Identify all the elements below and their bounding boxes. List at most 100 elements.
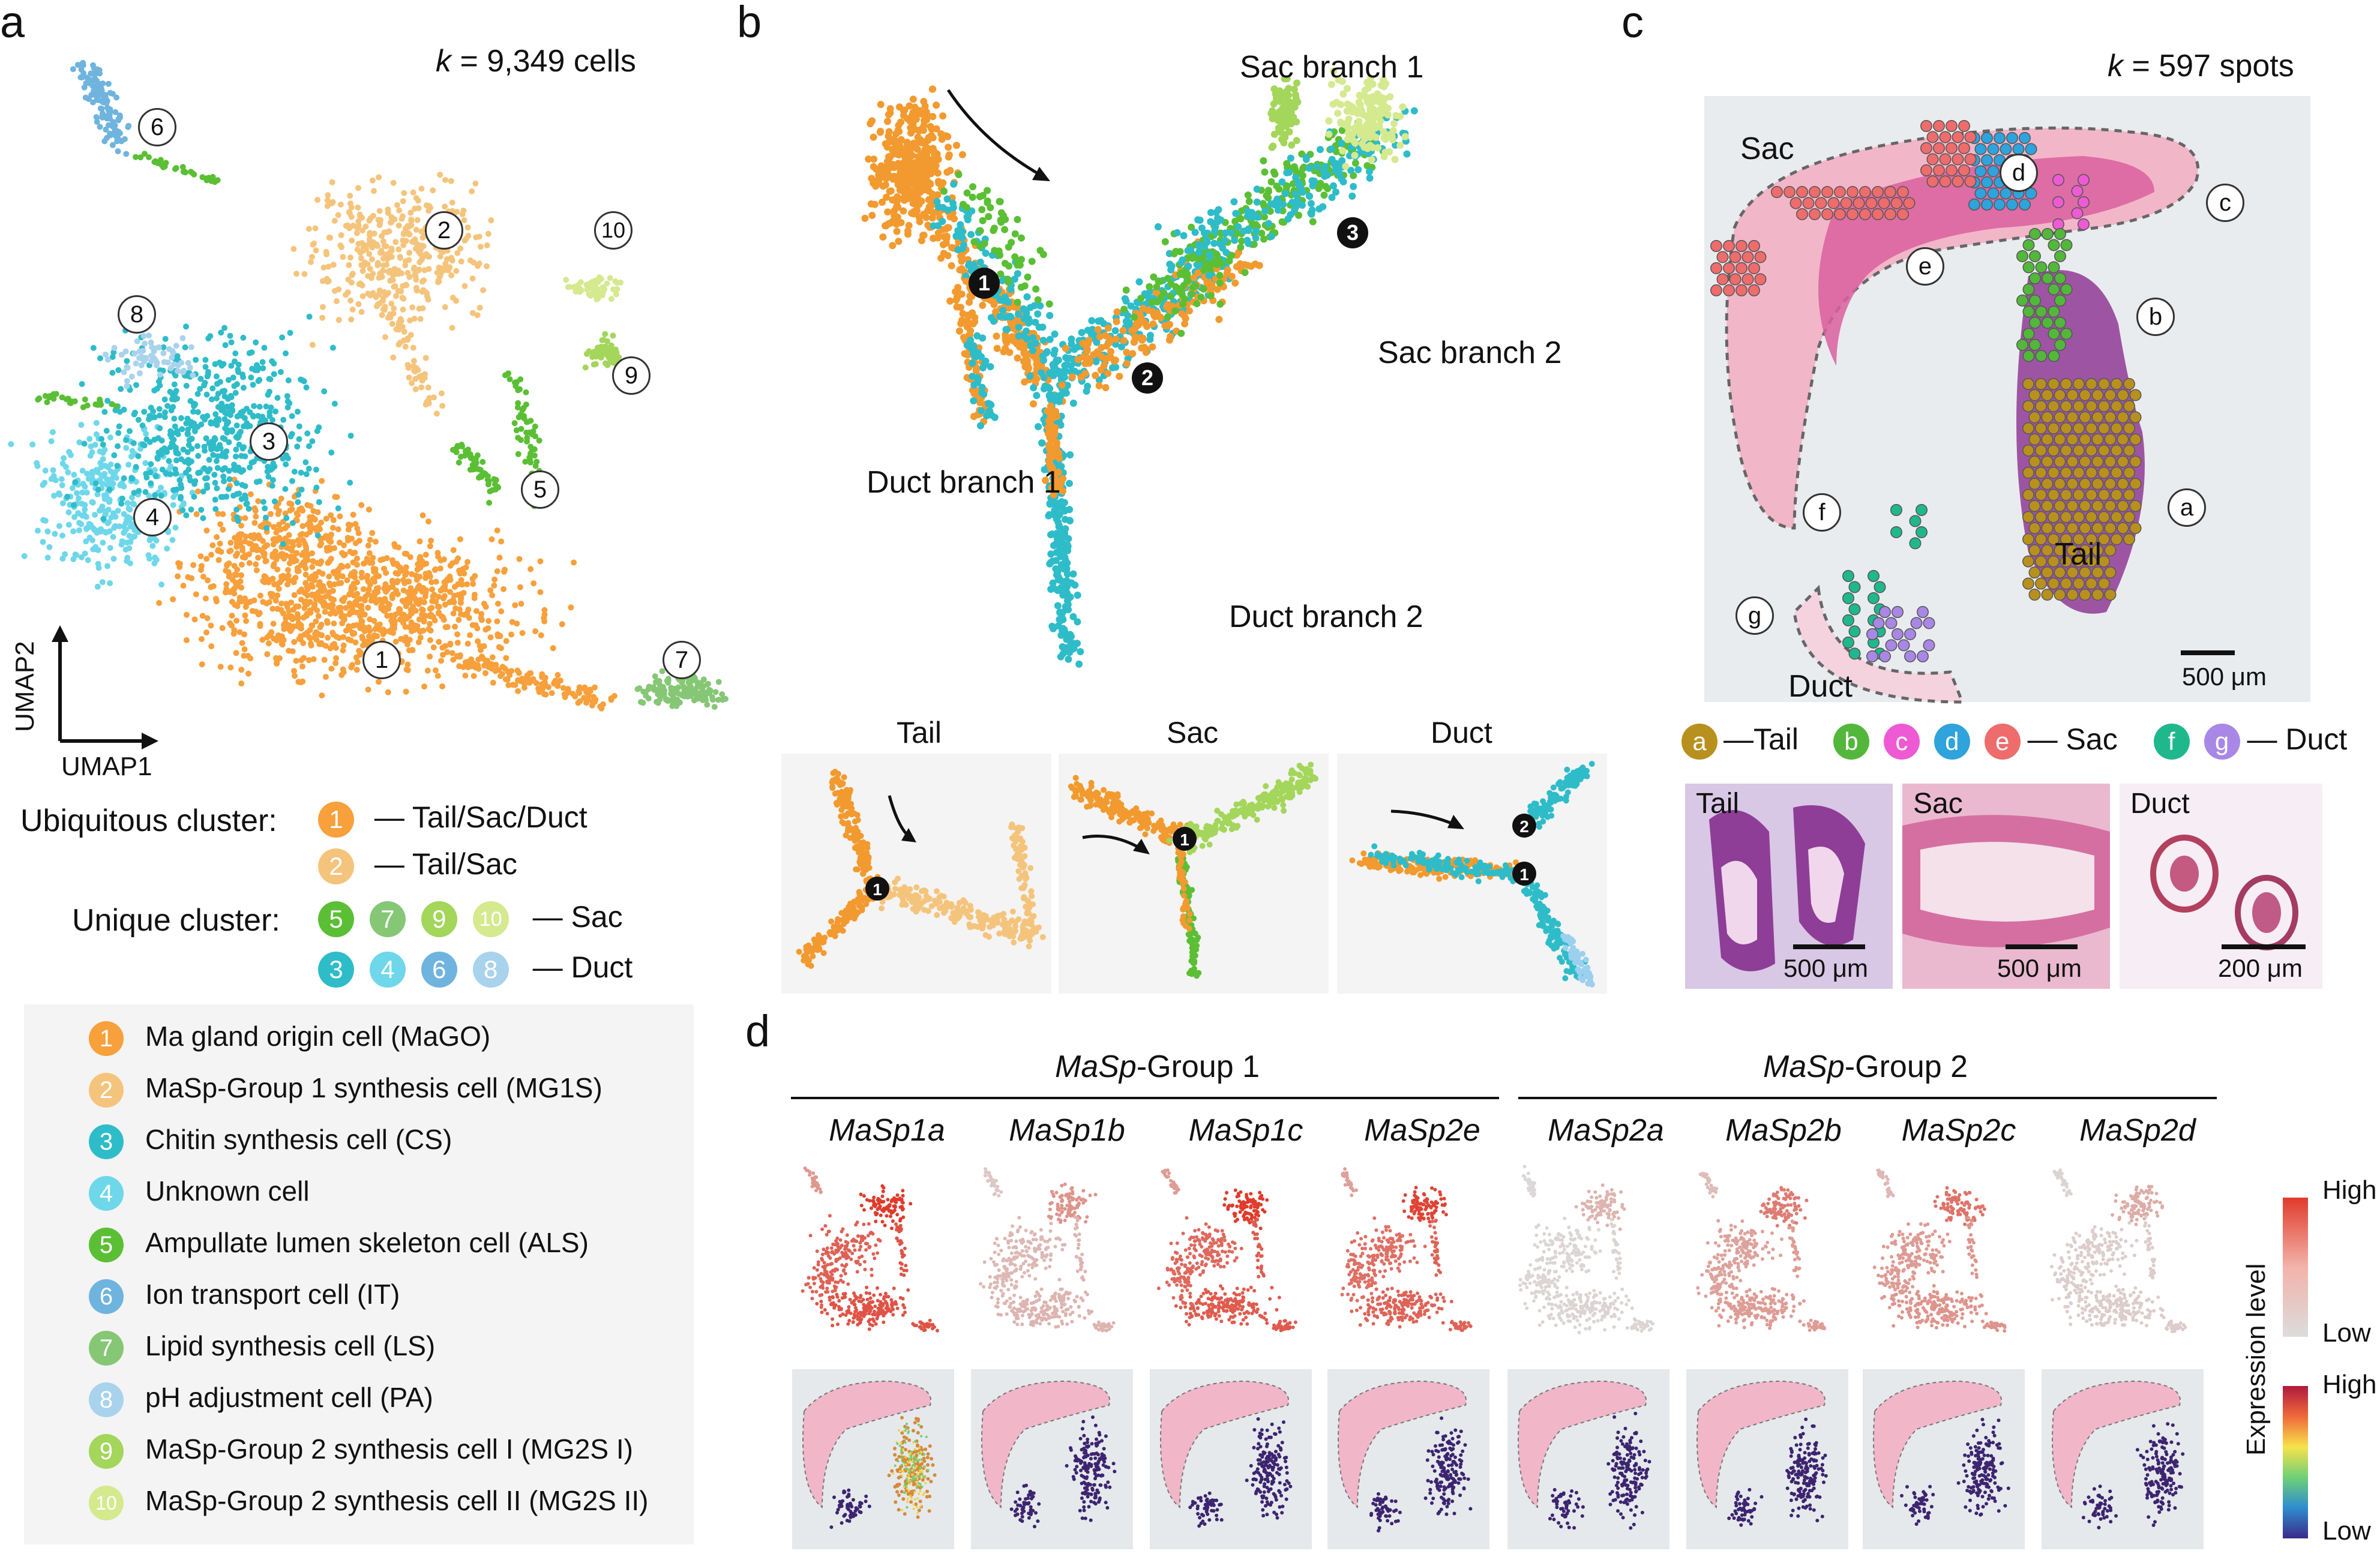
scatter-point	[346, 591, 353, 598]
scatter-point	[1253, 198, 1261, 206]
scatter-point	[608, 342, 615, 349]
cluster-label-6: 6	[138, 108, 176, 146]
scatter-point	[387, 314, 394, 321]
scatter-point	[277, 369, 284, 375]
scatter-point	[233, 480, 240, 487]
scatter-point	[63, 396, 70, 403]
scatter-point	[659, 668, 666, 674]
scatter-point	[664, 696, 670, 703]
scatter-point	[424, 290, 430, 296]
scatter-point	[340, 642, 347, 649]
scatter-point	[384, 229, 391, 235]
scatter-point	[1380, 128, 1387, 136]
scatter-point	[349, 550, 356, 557]
scatter-point	[110, 533, 116, 540]
scatter-point	[256, 478, 263, 485]
scatter-point	[1046, 335, 1054, 343]
scatter-point	[69, 485, 76, 491]
scatter-point	[261, 344, 268, 351]
scatter-point	[107, 434, 113, 441]
scatter-point	[720, 697, 726, 703]
scatter-point	[202, 364, 209, 370]
scatter-point	[374, 260, 381, 266]
scatter-point	[49, 429, 56, 436]
scatter-point	[634, 686, 641, 692]
scatter-point	[1281, 190, 1289, 197]
scatter-point	[286, 560, 293, 566]
scatter-point	[368, 598, 374, 604]
scatter-point	[481, 470, 487, 476]
scatter-point	[338, 562, 344, 569]
scatter-point	[524, 419, 530, 425]
scatter-point	[913, 170, 921, 178]
scatter-point	[236, 629, 243, 635]
scatter-point	[117, 114, 123, 121]
scatter-point	[418, 256, 425, 263]
scatter-point	[121, 369, 127, 376]
scatter-point	[697, 682, 703, 689]
scatter-point	[1013, 316, 1021, 324]
scatter-point	[383, 555, 390, 562]
scatter-point	[457, 536, 463, 542]
scatter-point	[179, 335, 186, 341]
scatter-point	[469, 188, 475, 194]
scatter-point	[503, 638, 509, 644]
scatter-point	[80, 481, 86, 487]
scatter-point	[488, 217, 494, 224]
scatter-point	[291, 638, 298, 645]
scatter-point	[1002, 344, 1009, 352]
scatter-point	[178, 481, 184, 488]
scatter-point	[973, 374, 981, 382]
scatter-point	[232, 389, 239, 396]
scatter-point	[242, 533, 249, 540]
scatter-point	[439, 403, 446, 409]
scatter-point	[1039, 352, 1047, 360]
scatter-point	[44, 528, 51, 535]
scatter-point	[271, 498, 278, 505]
scatter-point	[325, 634, 331, 641]
scatter-point	[934, 191, 942, 199]
scatter-point	[240, 374, 247, 380]
scatter-point	[516, 556, 523, 562]
scatter-point	[233, 506, 240, 513]
scatter-point	[406, 223, 412, 230]
scatter-point	[70, 528, 77, 535]
scatter-point	[1143, 323, 1151, 330]
scatter-point	[359, 214, 365, 221]
scatter-point	[400, 337, 407, 344]
scatter-point	[494, 527, 500, 534]
scatter-point	[203, 391, 210, 398]
scatter-point	[1180, 232, 1188, 239]
scatter-point	[385, 605, 391, 611]
scatter-point	[1102, 384, 1110, 391]
scatter-point	[391, 283, 397, 290]
scatter-point	[390, 179, 397, 186]
scatter-point	[157, 371, 163, 378]
scatter-point	[317, 542, 323, 549]
scatter-point	[899, 195, 907, 203]
scatter-point	[157, 367, 163, 374]
scatter-point	[453, 298, 459, 304]
scatter-point	[431, 566, 438, 573]
scatter-point	[146, 493, 152, 499]
scatter-point	[367, 560, 373, 566]
scatter-point	[1098, 353, 1105, 361]
scatter-point	[536, 689, 542, 695]
scatter-point	[377, 250, 383, 256]
scatter-point	[561, 691, 568, 697]
scatter-point	[301, 655, 307, 661]
scatter-point	[324, 197, 331, 203]
scatter-point	[261, 550, 268, 557]
scatter-point	[355, 185, 361, 191]
scatter-point	[92, 480, 99, 487]
scatter-point	[107, 468, 114, 475]
scatter-point	[440, 556, 447, 563]
scatter-point	[890, 164, 898, 172]
legend-row-8: 8 pH adjustment cell (PA)	[89, 1382, 433, 1424]
scatter-point	[389, 320, 395, 327]
scatter-point	[979, 217, 987, 224]
scatter-point	[646, 683, 652, 690]
scatter-point	[322, 593, 329, 600]
scatter-point	[380, 238, 386, 245]
scatter-point	[125, 461, 132, 468]
